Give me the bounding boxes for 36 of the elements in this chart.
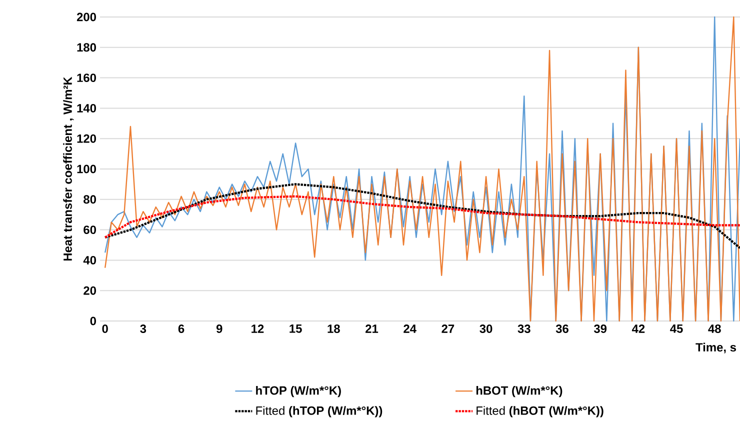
legend-label: Fitted (hBOT (W/m*°K)) xyxy=(476,406,604,418)
legend-label: hTOP (W/m*°K) xyxy=(256,386,341,398)
y-tick-label: 60 xyxy=(84,226,96,234)
x-tick-label: 45 xyxy=(670,324,683,333)
x-tick-label: 33 xyxy=(518,324,530,334)
y-tick-label: 80 xyxy=(84,195,96,204)
y-tick-label: 160 xyxy=(77,74,96,82)
x-tick-label: 12 xyxy=(252,324,264,333)
y-tick-label: 0 xyxy=(90,316,96,326)
y-tick-label: 180 xyxy=(77,43,96,52)
x-tick-label: 42 xyxy=(632,324,645,333)
legend-label: Fitted (hTOP (W/m*°K)) xyxy=(256,406,382,418)
x-axis-title: Time, s xyxy=(696,342,736,354)
y-tick-label: 40 xyxy=(83,256,96,264)
y-tick-label: 20 xyxy=(84,286,96,295)
x-tick-label: 6 xyxy=(178,324,184,333)
x-tick-label: 9 xyxy=(216,324,222,333)
y-tick-label: 140 xyxy=(77,104,96,112)
x-tick-label: 15 xyxy=(290,324,302,333)
y-tick-label: 100 xyxy=(77,164,96,174)
y-tick-label: 200 xyxy=(76,12,96,22)
line-series xyxy=(104,16,740,322)
y-axis-title: Heat transfer coefficient , W/m²K xyxy=(63,76,74,261)
line-series xyxy=(104,183,740,250)
x-tick-label: 48 xyxy=(708,324,721,333)
x-tick-label: 30 xyxy=(480,324,492,334)
x-tick-label: 18 xyxy=(328,324,340,333)
x-tick-label: 0 xyxy=(102,324,108,333)
x-tick-label: 27 xyxy=(442,324,454,333)
legend-label: hBOT (W/m*°K) xyxy=(476,386,562,398)
x-tick-label: 3 xyxy=(140,324,146,334)
y-tick-label: 120 xyxy=(77,134,96,143)
x-tick-label: 21 xyxy=(366,324,378,333)
x-tick-label: 39 xyxy=(594,324,607,334)
x-tick-label: 36 xyxy=(556,324,568,334)
x-tick-label: 24 xyxy=(404,324,416,333)
